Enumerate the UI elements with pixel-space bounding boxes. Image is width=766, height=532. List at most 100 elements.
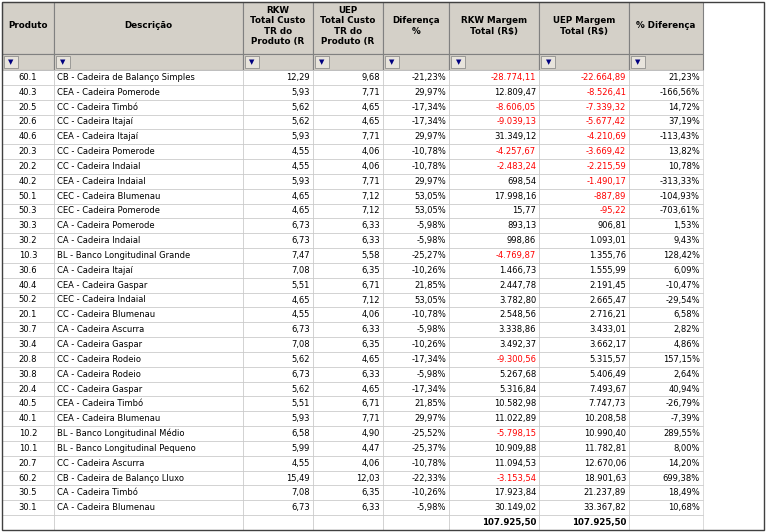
Text: 5.316,84: 5.316,84 — [499, 385, 536, 394]
Text: 53,05%: 53,05% — [414, 192, 447, 201]
Bar — [629, 515, 703, 530]
Text: CA - Cadeira Pomerode: CA - Cadeira Pomerode — [57, 221, 155, 230]
Bar — [243, 204, 313, 219]
Text: 3.492,37: 3.492,37 — [499, 340, 536, 349]
Bar — [451, 56, 465, 68]
Bar — [2, 471, 54, 486]
Text: 10.1: 10.1 — [18, 444, 37, 453]
Bar — [54, 159, 243, 174]
Bar — [539, 456, 629, 471]
Bar — [313, 54, 383, 70]
Text: -17,34%: -17,34% — [411, 385, 447, 394]
Bar — [385, 56, 399, 68]
Bar — [243, 322, 313, 337]
Bar — [243, 54, 313, 70]
Text: -3.153,54: -3.153,54 — [496, 473, 536, 483]
Bar — [243, 337, 313, 352]
Text: 7,47: 7,47 — [291, 251, 310, 260]
Bar — [629, 85, 703, 99]
Bar — [313, 322, 383, 337]
Text: 50.2: 50.2 — [18, 295, 37, 304]
Bar — [313, 367, 383, 381]
Bar — [313, 411, 383, 426]
Text: -2.483,24: -2.483,24 — [496, 162, 536, 171]
Text: 30.6: 30.6 — [18, 266, 38, 275]
Text: ▼: ▼ — [60, 59, 66, 65]
Text: -28.774,11: -28.774,11 — [491, 73, 536, 82]
Text: -2.215,59: -2.215,59 — [587, 162, 626, 171]
Bar — [450, 248, 539, 263]
Bar — [383, 486, 450, 500]
Text: UEP Margem
Total (R$): UEP Margem Total (R$) — [553, 16, 615, 36]
Text: 40.2: 40.2 — [18, 177, 37, 186]
Bar — [243, 189, 313, 204]
Text: 7,71: 7,71 — [362, 132, 380, 142]
Text: 2.716,21: 2.716,21 — [589, 310, 626, 319]
Text: 3.338,86: 3.338,86 — [499, 325, 536, 334]
Text: RKW
Total Custo
TR do
Produto (R: RKW Total Custo TR do Produto (R — [250, 6, 306, 46]
Bar — [54, 219, 243, 233]
Text: 4,65: 4,65 — [362, 103, 380, 112]
Bar — [383, 114, 450, 129]
Text: 40.3: 40.3 — [18, 88, 38, 97]
Bar — [450, 352, 539, 367]
Bar — [629, 70, 703, 85]
Bar — [450, 381, 539, 396]
Bar — [450, 2, 539, 54]
Text: CC - Cadeira Itajaí: CC - Cadeira Itajaí — [57, 118, 133, 127]
Text: 4,06: 4,06 — [362, 459, 380, 468]
Text: 4,55: 4,55 — [292, 147, 310, 156]
Text: 30.1: 30.1 — [18, 503, 38, 512]
Text: -5,98%: -5,98% — [417, 236, 447, 245]
Text: 11.782,81: 11.782,81 — [584, 444, 626, 453]
Text: RKW Margem
Total (R$): RKW Margem Total (R$) — [461, 16, 527, 36]
Text: 6,33: 6,33 — [362, 221, 380, 230]
Text: -313,33%: -313,33% — [660, 177, 700, 186]
Text: CEA - Cadeira Blumenau: CEA - Cadeira Blumenau — [57, 414, 160, 423]
Bar — [539, 144, 629, 159]
Bar — [629, 248, 703, 263]
Text: 10,68%: 10,68% — [668, 503, 700, 512]
Text: 4,65: 4,65 — [362, 118, 380, 127]
Bar — [54, 456, 243, 471]
Bar — [2, 263, 54, 278]
Bar — [54, 99, 243, 114]
Bar — [539, 411, 629, 426]
Text: 10.2: 10.2 — [18, 429, 37, 438]
Bar — [315, 56, 329, 68]
Text: 2,82%: 2,82% — [673, 325, 700, 334]
Text: BL - Banco Longitudinal Médio: BL - Banco Longitudinal Médio — [57, 429, 185, 438]
Text: 3.433,01: 3.433,01 — [589, 325, 626, 334]
Bar — [56, 56, 70, 68]
Bar — [631, 56, 645, 68]
Text: 5.315,57: 5.315,57 — [589, 355, 626, 364]
Bar — [2, 54, 54, 70]
Bar — [2, 396, 54, 411]
Text: -10,78%: -10,78% — [411, 162, 447, 171]
Text: 20.3: 20.3 — [18, 147, 38, 156]
Text: 1.466,73: 1.466,73 — [499, 266, 536, 275]
Bar — [450, 278, 539, 293]
Bar — [383, 159, 450, 174]
Bar — [383, 263, 450, 278]
Text: 906,81: 906,81 — [597, 221, 626, 230]
Text: 40.5: 40.5 — [18, 400, 37, 409]
Bar — [383, 322, 450, 337]
Text: 12.809,47: 12.809,47 — [494, 88, 536, 97]
Bar — [629, 500, 703, 515]
Text: BL - Banco Longitudinal Pequeno: BL - Banco Longitudinal Pequeno — [57, 444, 195, 453]
Bar — [54, 233, 243, 248]
Bar — [243, 174, 313, 189]
Bar — [313, 352, 383, 367]
Bar — [629, 159, 703, 174]
Bar — [54, 381, 243, 396]
Text: 6,35: 6,35 — [362, 488, 380, 497]
Text: -703,61%: -703,61% — [660, 206, 700, 215]
Text: 17.998,16: 17.998,16 — [494, 192, 536, 201]
Bar — [539, 322, 629, 337]
Text: 10.582,98: 10.582,98 — [494, 400, 536, 409]
Text: 4,65: 4,65 — [291, 192, 310, 201]
Text: 5,51: 5,51 — [292, 281, 310, 289]
Text: CC - Cadeira Timbó: CC - Cadeira Timbó — [57, 103, 138, 112]
Bar — [54, 486, 243, 500]
